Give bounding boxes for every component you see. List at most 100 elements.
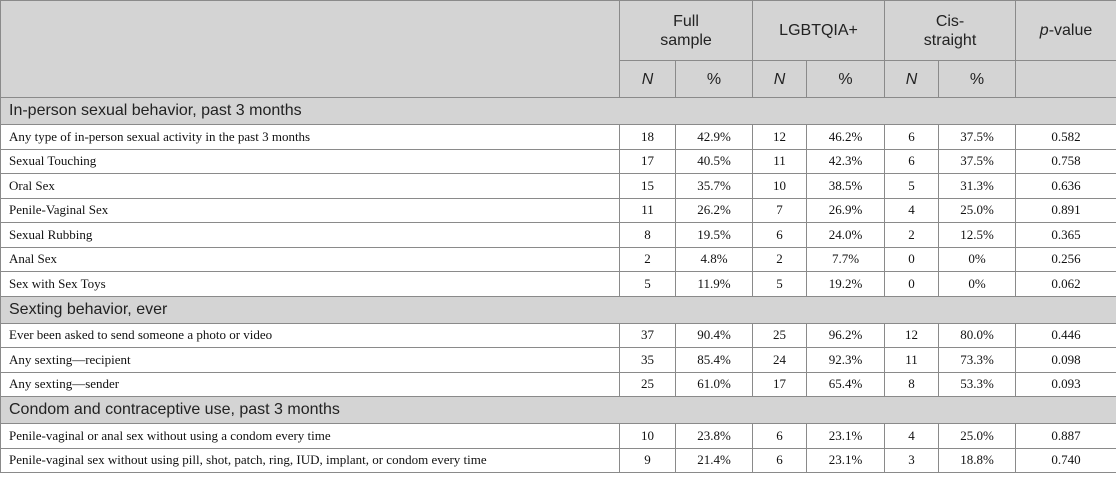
cell-full-pct: 26.2% (674, 197, 754, 223)
cell-p-value: 0.446 (1015, 322, 1116, 348)
section-title: In-person sexual behavior, past 3 months (0, 97, 1116, 125)
cell-cis-pct: 31.3% (938, 173, 1017, 199)
section-title: Sexting behavior, ever (0, 295, 1116, 324)
cell-full-n: 9 (619, 447, 676, 473)
header-group-cis-straight-line2: straight (923, 31, 977, 49)
cell-lgbt-n: 17 (752, 371, 808, 397)
section-title: Condom and contraceptive use, past 3 mon… (0, 396, 1116, 424)
table-row: Ever been asked to send someone a photo … (0, 322, 1116, 348)
cell-lgbt-pct: 23.1% (806, 423, 886, 449)
cell-lgbt-pct: 65.4% (806, 371, 886, 397)
header-group-cis-straight: Cis- straight (884, 0, 1017, 61)
cell-lgbt-n: 24 (752, 347, 808, 373)
cell-cis-n: 0 (884, 271, 940, 297)
header-full-pct: % (674, 60, 754, 98)
row-label: Penile-Vaginal Sex (0, 197, 620, 223)
cell-full-n: 17 (619, 148, 676, 174)
cell-lgbt-pct: 46.2% (806, 124, 886, 150)
row-label: Sex with Sex Toys (0, 271, 620, 297)
table-row: Penile-vaginal or anal sex without using… (0, 423, 1116, 449)
cell-lgbt-pct: 24.0% (806, 222, 886, 248)
table-row: Oral Sex 15 35.7% 10 38.5% 5 31.3% 0.636 (0, 173, 1116, 199)
cell-cis-pct: 12.5% (938, 222, 1017, 248)
cell-lgbt-n: 25 (752, 322, 808, 348)
section-header-row: Sexting behavior, ever (0, 295, 1116, 324)
table-row: Penile-Vaginal Sex 11 26.2% 7 26.9% 4 25.0% 0.8… (0, 197, 1116, 223)
cell-p-value: 0.098 (1015, 347, 1116, 373)
cell-cis-pct: 0% (938, 271, 1017, 297)
cell-cis-n: 11 (884, 347, 940, 373)
row-label: Any sexting—sender (0, 371, 620, 397)
cell-p-value: 0.582 (1015, 124, 1116, 150)
table-body: In-person sexual behavior, past 3 months… (0, 97, 1116, 473)
cell-full-pct: 42.9% (674, 124, 754, 150)
header-group-lgbtqia-label: LGBTQIA+ (779, 22, 858, 39)
cell-cis-n: 0 (884, 246, 940, 272)
table-row: Any sexting—sender 25 61.0% 17 65.4% 8 53.3% 0.… (0, 371, 1116, 397)
cell-cis-n: 2 (884, 222, 940, 248)
cell-cis-pct: 80.0% (938, 322, 1017, 348)
cell-full-pct: 40.5% (674, 148, 754, 174)
row-label: Any type of in-person sexual activity in… (0, 124, 620, 150)
cell-full-pct: 85.4% (674, 347, 754, 373)
cell-cis-pct: 53.3% (938, 371, 1017, 397)
row-label: Any sexting—recipient (0, 347, 620, 373)
cell-full-pct: 61.0% (674, 371, 754, 397)
cell-full-n: 25 (619, 371, 676, 397)
cell-p-value: 0.093 (1015, 371, 1116, 397)
cell-p-value: 0.758 (1015, 148, 1116, 174)
header-p-value-blank (1015, 60, 1116, 98)
cell-full-n: 2 (619, 246, 676, 272)
cell-cis-n: 4 (884, 423, 940, 449)
cell-full-n: 10 (619, 423, 676, 449)
cell-cis-pct: 37.5% (938, 124, 1017, 150)
table-row: Sexual Rubbing 8 19.5% 6 24.0% 2 12.5% 0.365 (0, 222, 1116, 248)
cell-lgbt-pct: 7.7% (806, 246, 886, 272)
header-lgbt-n: N (752, 60, 808, 98)
cell-cis-n: 5 (884, 173, 940, 199)
header-full-n: N (619, 60, 676, 98)
cell-lgbt-pct: 38.5% (806, 173, 886, 199)
cell-full-pct: 23.8% (674, 423, 754, 449)
cell-lgbt-pct: 96.2% (806, 322, 886, 348)
cell-full-pct: 19.5% (674, 222, 754, 248)
table-row: Penile-vaginal sex without using pill, s… (0, 447, 1116, 473)
header-group-lgbtqia: LGBTQIA+ (752, 0, 886, 61)
table-row: Any sexting—recipient 35 85.4% 24 92.3% 11 73.… (0, 347, 1116, 373)
cell-cis-n: 6 (884, 148, 940, 174)
results-table: Full sample LGBTQIA+ Cis- straight p-val… (0, 0, 1116, 473)
cell-p-value: 0.256 (1015, 246, 1116, 272)
header-group-full-sample: Full sample (618, 0, 754, 61)
cell-lgbt-pct: 19.2% (806, 271, 886, 297)
header-row-groups: Full sample LGBTQIA+ Cis- straight p-val… (0, 0, 1116, 98)
cell-lgbt-pct: 42.3% (806, 148, 886, 174)
cell-cis-n: 12 (884, 322, 940, 348)
table-row: Sexual Touching 17 40.5% 11 42.3% 6 37.5% 0.758 (0, 148, 1116, 174)
row-label: Anal Sex (0, 246, 620, 272)
cell-full-n: 35 (619, 347, 676, 373)
cell-full-n: 5 (619, 271, 676, 297)
cell-cis-pct: 25.0% (938, 197, 1017, 223)
header-group-full-sample-line2: sample (660, 31, 712, 49)
table-row: Any type of in-person sexual activity in… (0, 124, 1116, 150)
section-header-row: In-person sexual behavior, past 3 months (0, 97, 1116, 125)
table-row: Anal Sex 2 4.8% 2 7.7% 0 0% 0.256 (0, 246, 1116, 272)
table-row: Sex with Sex Toys 5 11.9% 5 19.2% 0 0% 0.062 (0, 271, 1116, 297)
cell-full-pct: 21.4% (674, 447, 754, 473)
cell-cis-pct: 0% (938, 246, 1017, 272)
header-p-value-rest: -value (1048, 22, 1093, 39)
cell-p-value: 0.891 (1015, 197, 1116, 223)
cell-full-pct: 35.7% (674, 173, 754, 199)
cell-lgbt-n: 6 (752, 222, 808, 248)
cell-lgbt-n: 10 (752, 173, 808, 199)
cell-p-value: 0.062 (1015, 271, 1116, 297)
cell-full-pct: 11.9% (674, 271, 754, 297)
cell-lgbt-n: 11 (752, 148, 808, 174)
cell-lgbt-pct: 23.1% (806, 447, 886, 473)
cell-lgbt-pct: 26.9% (806, 197, 886, 223)
cell-p-value: 0.887 (1015, 423, 1116, 449)
header-lgbt-pct: % (806, 60, 886, 98)
row-label: Sexual Rubbing (0, 222, 620, 248)
cell-full-n: 11 (619, 197, 676, 223)
cell-p-value: 0.365 (1015, 222, 1116, 248)
